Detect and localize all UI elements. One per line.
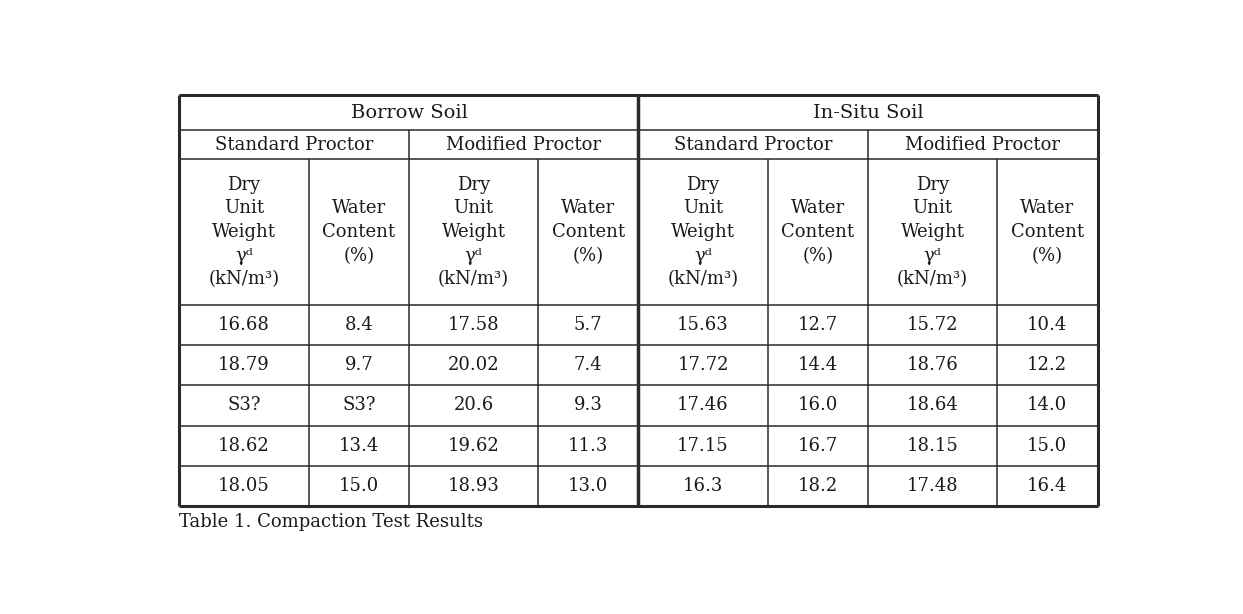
Text: Modified Proctor: Modified Proctor [905, 136, 1060, 154]
Text: 18.64: 18.64 [906, 397, 958, 414]
Text: Dry
Unit
Weight
γᵈ
(kN/m³): Dry Unit Weight γᵈ (kN/m³) [667, 176, 738, 288]
Text: 9.3: 9.3 [574, 397, 603, 414]
Text: 13.4: 13.4 [338, 437, 379, 455]
Text: 17.48: 17.48 [906, 477, 958, 495]
Text: Dry
Unit
Weight
γᵈ
(kN/m³): Dry Unit Weight γᵈ (kN/m³) [897, 176, 968, 288]
Text: 18.2: 18.2 [798, 477, 838, 495]
Text: 19.62: 19.62 [447, 437, 500, 455]
Text: Table 1. Compaction Test Results: Table 1. Compaction Test Results [179, 513, 484, 531]
Text: 18.76: 18.76 [906, 356, 958, 374]
Text: 15.63: 15.63 [677, 316, 728, 334]
Text: 17.72: 17.72 [677, 356, 728, 374]
Text: In-Situ Soil: In-Situ Soil [813, 104, 924, 122]
Text: S3?: S3? [227, 397, 261, 414]
Text: 20.6: 20.6 [454, 397, 493, 414]
Text: 20.02: 20.02 [447, 356, 500, 374]
Text: 8.4: 8.4 [344, 316, 373, 334]
Text: Dry
Unit
Weight
γᵈ
(kN/m³): Dry Unit Weight γᵈ (kN/m³) [209, 176, 280, 288]
Text: 14.4: 14.4 [798, 356, 838, 374]
Text: 15.72: 15.72 [907, 316, 958, 334]
Text: Standard Proctor: Standard Proctor [215, 136, 373, 154]
Text: 17.58: 17.58 [447, 316, 500, 334]
Text: Borrow Soil: Borrow Soil [351, 104, 467, 122]
Text: S3?: S3? [342, 397, 375, 414]
Text: 18.15: 18.15 [906, 437, 958, 455]
Text: 14.0: 14.0 [1027, 397, 1068, 414]
Text: Water
Content
(%): Water Content (%) [322, 200, 395, 265]
Text: 11.3: 11.3 [568, 437, 609, 455]
Text: 15.0: 15.0 [1027, 437, 1068, 455]
Text: 12.2: 12.2 [1027, 356, 1068, 374]
Text: 17.15: 17.15 [677, 437, 728, 455]
Text: 10.4: 10.4 [1027, 316, 1068, 334]
Text: Water
Content
(%): Water Content (%) [552, 200, 625, 265]
Text: 16.3: 16.3 [682, 477, 723, 495]
Text: 16.7: 16.7 [798, 437, 838, 455]
Text: Modified Proctor: Modified Proctor [446, 136, 602, 154]
Text: Water
Content
(%): Water Content (%) [782, 200, 854, 265]
Text: 16.4: 16.4 [1027, 477, 1068, 495]
Text: 17.46: 17.46 [677, 397, 728, 414]
Text: 16.0: 16.0 [798, 397, 838, 414]
Text: 12.7: 12.7 [798, 316, 838, 334]
Text: 18.79: 18.79 [218, 356, 270, 374]
Text: 13.0: 13.0 [568, 477, 609, 495]
Text: Standard Proctor: Standard Proctor [674, 136, 833, 154]
Text: 18.05: 18.05 [218, 477, 270, 495]
Text: 16.68: 16.68 [218, 316, 270, 334]
Text: 5.7: 5.7 [574, 316, 603, 334]
Text: 15.0: 15.0 [338, 477, 379, 495]
Text: 9.7: 9.7 [344, 356, 373, 374]
Text: 18.93: 18.93 [447, 477, 500, 495]
Text: 7.4: 7.4 [574, 356, 603, 374]
Text: Dry
Unit
Weight
γᵈ
(kN/m³): Dry Unit Weight γᵈ (kN/m³) [438, 176, 510, 288]
Text: 18.62: 18.62 [218, 437, 270, 455]
Text: Water
Content
(%): Water Content (%) [1011, 200, 1084, 265]
